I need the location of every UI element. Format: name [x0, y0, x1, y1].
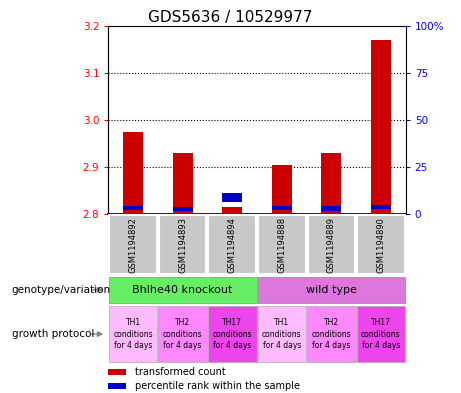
Text: GDS5636 / 10529977: GDS5636 / 10529977 [148, 10, 313, 25]
Bar [173, 153, 193, 214]
Bar [371, 40, 391, 214]
Bar [371, 205, 391, 209]
Bar [208, 306, 256, 362]
Bar [123, 132, 143, 214]
Text: GSM1194890: GSM1194890 [376, 217, 385, 273]
Text: TH1
conditions
for 4 days: TH1 conditions for 4 days [113, 318, 153, 350]
Text: GSM1194892: GSM1194892 [129, 217, 138, 273]
Bar [109, 215, 157, 274]
Bar [108, 383, 126, 389]
Text: TH17
conditions
for 4 days: TH17 conditions for 4 days [213, 318, 252, 350]
Bar [222, 193, 242, 202]
Bar [307, 306, 355, 362]
Text: TH2
conditions
for 4 days: TH2 conditions for 4 days [312, 318, 351, 350]
Bar [108, 369, 126, 375]
Text: GSM1194894: GSM1194894 [228, 217, 237, 273]
Text: TH2
conditions
for 4 days: TH2 conditions for 4 days [163, 318, 202, 350]
Text: TH17
conditions
for 4 days: TH17 conditions for 4 days [361, 318, 401, 350]
Text: transformed count: transformed count [135, 367, 226, 377]
Text: Bhlhe40 knockout: Bhlhe40 knockout [132, 285, 233, 295]
Text: genotype/variation: genotype/variation [12, 285, 111, 295]
Bar [208, 215, 256, 274]
Text: GSM1194893: GSM1194893 [178, 217, 187, 273]
Bar [357, 215, 405, 274]
Text: wild type: wild type [306, 285, 357, 295]
Bar [258, 306, 306, 362]
Text: GSM1194888: GSM1194888 [277, 217, 286, 273]
Text: growth protocol: growth protocol [12, 329, 94, 339]
Bar [307, 215, 355, 274]
Bar [321, 153, 341, 214]
Bar [109, 277, 256, 303]
Text: TH1
conditions
for 4 days: TH1 conditions for 4 days [262, 318, 301, 350]
Bar [159, 306, 207, 362]
Bar [109, 306, 157, 362]
Bar [272, 165, 292, 214]
Bar [258, 215, 306, 274]
Bar [321, 206, 341, 211]
Text: percentile rank within the sample: percentile rank within the sample [135, 381, 300, 391]
Bar [357, 306, 405, 362]
Bar [222, 207, 242, 214]
Text: GSM1194889: GSM1194889 [327, 217, 336, 273]
Bar [123, 206, 143, 210]
Bar [272, 206, 292, 210]
Bar [173, 207, 193, 211]
Bar [258, 277, 405, 303]
Bar [159, 215, 207, 274]
